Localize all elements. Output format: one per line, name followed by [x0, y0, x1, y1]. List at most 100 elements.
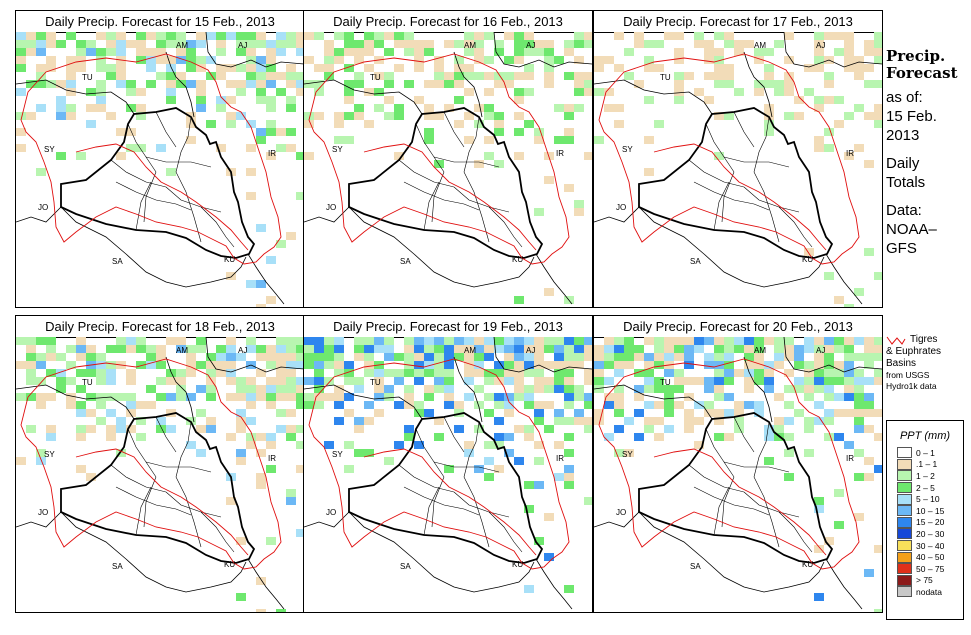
precip-cell — [226, 369, 236, 377]
precip-cell — [504, 377, 514, 385]
province-border — [688, 159, 745, 188]
precip-cell — [286, 377, 296, 385]
precip-cell — [694, 40, 704, 48]
precip-cell — [16, 337, 26, 345]
precip-cell — [544, 401, 554, 409]
precip-cell — [734, 88, 744, 96]
precip-cell — [444, 104, 454, 112]
precip-cell — [814, 136, 824, 144]
precip-cell — [256, 481, 266, 489]
precip-cell — [404, 337, 414, 345]
precip-cell — [206, 425, 216, 433]
country-label: SY — [622, 450, 633, 459]
precip-cell — [524, 401, 534, 409]
precip-cell — [404, 401, 414, 409]
precip-cell — [634, 353, 644, 361]
precip-cell — [564, 136, 574, 144]
precip-cell — [444, 337, 454, 345]
precip-cell — [734, 409, 744, 417]
precip-cell — [186, 136, 196, 144]
precip-cell — [634, 80, 644, 88]
province-border — [743, 491, 800, 518]
precip-cell — [256, 96, 266, 104]
precip-cell — [464, 40, 474, 48]
precip-cell — [266, 441, 276, 449]
precip-cell — [96, 104, 106, 112]
precip-cell — [176, 48, 186, 56]
ppt-legend-item: 20 – 30 — [887, 528, 963, 540]
precip-cell — [794, 361, 804, 369]
precip-cell — [116, 417, 126, 425]
precip-cell — [494, 72, 504, 80]
country-label: SY — [44, 450, 55, 459]
precip-cell — [166, 64, 176, 72]
precip-cell — [96, 48, 106, 56]
precip-cell — [504, 369, 514, 377]
precip-cell — [286, 497, 296, 505]
precip-cell — [176, 345, 186, 353]
province-border — [463, 171, 490, 243]
precip-cell — [494, 417, 504, 425]
precip-cell — [644, 425, 654, 433]
basin-divide — [75, 143, 249, 251]
precip-cell — [774, 345, 784, 353]
precip-cell — [266, 296, 276, 304]
country-label: AJ — [238, 41, 247, 50]
ppt-legend-swatch — [897, 447, 912, 459]
precip-cell — [784, 433, 794, 441]
precip-cell — [844, 409, 854, 417]
province-border — [693, 486, 770, 516]
precip-cell — [514, 32, 524, 40]
precip-cell — [106, 377, 116, 385]
precip-cell — [116, 425, 126, 433]
precip-cell — [774, 80, 784, 88]
province-border — [688, 464, 745, 493]
precip-cell — [854, 513, 864, 521]
precip-cell — [256, 80, 266, 88]
precip-cell — [784, 385, 794, 393]
precip-cell — [434, 337, 444, 345]
precip-cell — [36, 393, 46, 401]
panel-title: Daily Precip. Forecast for 20 Feb., 2013 — [594, 316, 882, 338]
forecast-panel-4: Daily Precip. Forecast for 18 Feb., 2013… — [15, 315, 305, 613]
precip-cell — [56, 353, 66, 361]
precip-cell — [574, 32, 584, 40]
precip-cell — [604, 361, 614, 369]
precip-cell — [694, 337, 704, 345]
precip-cell — [574, 393, 584, 401]
precip-cell — [464, 369, 474, 377]
precip-cell — [46, 64, 56, 72]
precip-cell — [46, 80, 56, 88]
precip-cell — [774, 40, 784, 48]
precip-cell — [236, 593, 246, 601]
precip-cell — [614, 361, 624, 369]
precip-cell — [844, 377, 854, 385]
country-border — [594, 511, 640, 528]
precip-cell — [854, 401, 864, 409]
precip-cell — [544, 288, 554, 296]
precip-cell — [296, 40, 304, 48]
precip-cell — [554, 56, 564, 64]
precip-cell — [564, 433, 574, 441]
precip-cell — [854, 473, 864, 481]
precip-cell — [844, 337, 854, 345]
precip-cell — [374, 377, 384, 385]
precip-cell — [344, 361, 354, 369]
basin-outline — [20, 358, 282, 570]
precip-cell — [414, 353, 424, 361]
precip-cell — [286, 144, 296, 152]
precip-cell — [594, 409, 604, 417]
ppt-legend-item: 2 – 5 — [887, 482, 963, 494]
precip-cell — [424, 80, 434, 88]
precip-cell — [46, 353, 56, 361]
precip-cell — [16, 32, 26, 40]
precip-cell — [714, 385, 724, 393]
precip-cell — [874, 345, 882, 353]
precip-cell — [246, 80, 256, 88]
precip-cell — [166, 32, 176, 40]
precip-cell — [344, 88, 354, 96]
precip-cell — [304, 401, 314, 409]
asof-date-2: 2013 — [886, 127, 920, 144]
precip-cell — [286, 96, 296, 104]
